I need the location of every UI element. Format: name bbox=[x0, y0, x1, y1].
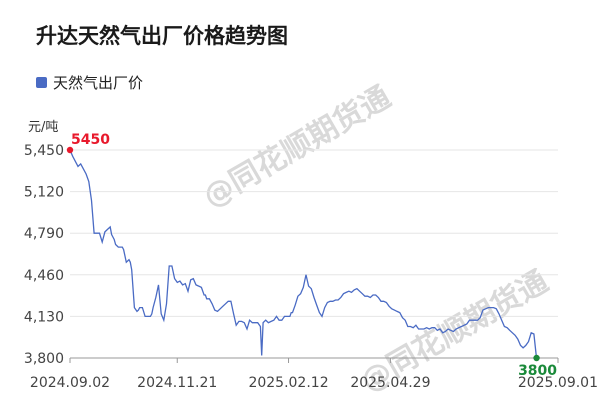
x-tick-label: 2025.09.01 bbox=[518, 375, 598, 391]
x-tick-label: 2025.02.12 bbox=[248, 375, 328, 391]
y-tick-label: 5,120 bbox=[24, 185, 64, 201]
legend-swatch bbox=[36, 77, 47, 88]
min-point bbox=[533, 354, 540, 362]
max-point-label: 5450 bbox=[71, 132, 110, 148]
y-tick-label: 4,790 bbox=[24, 226, 64, 242]
y-tick-label: 4,460 bbox=[24, 268, 64, 284]
y-tick-label: 4,130 bbox=[24, 309, 64, 325]
x-tick-label: 2025.04.29 bbox=[350, 375, 430, 391]
y-axis-unit: 元/吨 bbox=[28, 120, 59, 135]
chart-title: 升达天然气出厂价格趋势图 bbox=[36, 24, 288, 48]
legend-label: 天然气出厂价 bbox=[53, 74, 144, 92]
min-point-label: 3800 bbox=[518, 363, 557, 379]
legend[interactable]: 天然气出厂价 bbox=[36, 72, 143, 93]
x-tick-label: 2024.09.02 bbox=[30, 375, 110, 391]
max-point bbox=[66, 146, 74, 154]
y-tick-label: 3,800 bbox=[24, 351, 64, 367]
watermark: @同花顺期货通 bbox=[197, 80, 396, 215]
x-tick-label: 2024.11.21 bbox=[137, 375, 217, 391]
y-tick-label: 5,450 bbox=[24, 143, 64, 159]
series-line bbox=[69, 149, 538, 359]
